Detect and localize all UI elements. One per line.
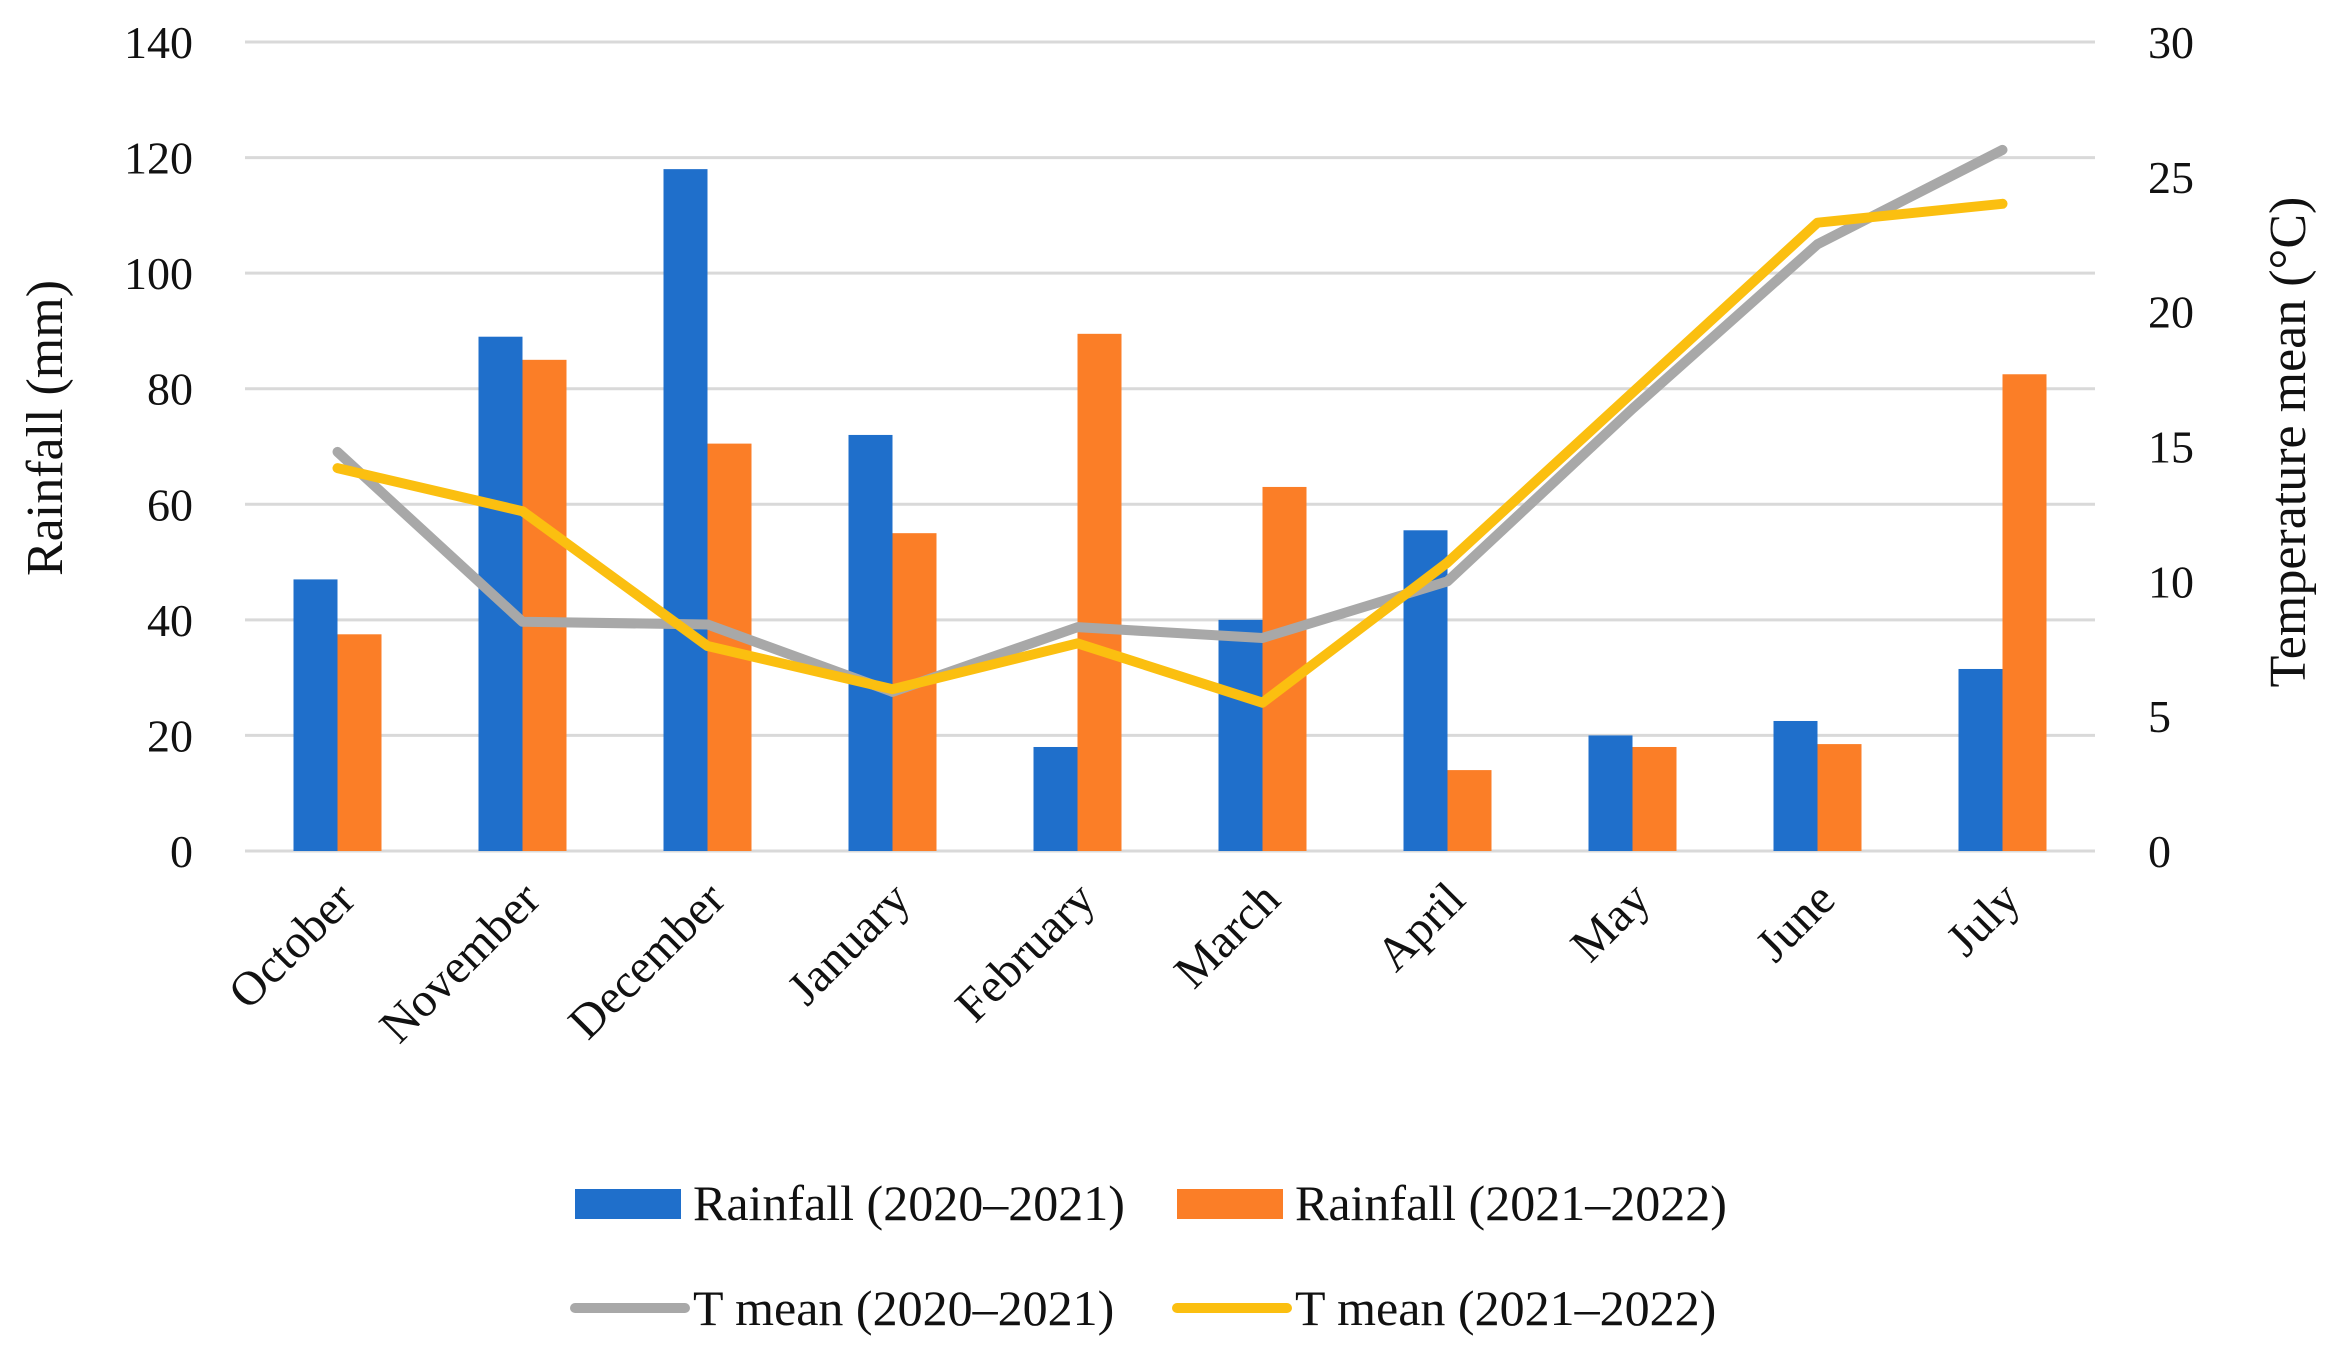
y-axis-right-title: Temperature mean (°C) <box>2260 197 2317 688</box>
y-right-tick-label: 0 <box>2148 826 2171 877</box>
bar <box>1033 746 1078 851</box>
x-tick-label: March <box>1164 872 1290 998</box>
x-tick-label: January <box>777 872 920 1015</box>
y-right-tick-label: 10 <box>2148 556 2194 607</box>
bar <box>1632 746 1677 851</box>
y-left-tick-label: 100 <box>124 248 193 299</box>
y-left-tick-label: 60 <box>147 479 193 530</box>
x-tick-label: November <box>370 872 551 1053</box>
x-tick-label: May <box>1561 872 1661 972</box>
y-left-tick-label: 120 <box>124 133 193 184</box>
legend-label: Rainfall (2021–2022) <box>1295 1175 1727 1231</box>
bar <box>663 169 708 852</box>
bar <box>337 634 382 851</box>
legend-label: Rainfall (2020–2021) <box>693 1175 1125 1231</box>
bar <box>1817 744 1862 851</box>
y-axis-left-title: Rainfall (mm) <box>17 280 74 576</box>
y-left-tick-label: 0 <box>170 826 193 877</box>
legend-label: T mean (2021–2022) <box>1295 1280 1716 1336</box>
bar <box>293 579 338 851</box>
bar <box>522 359 567 851</box>
bar <box>1588 735 1633 851</box>
y-axis-right-ticks: 0 5 10 15 20 25 30 <box>2148 17 2194 877</box>
y-left-tick-label: 20 <box>147 710 193 761</box>
x-tick-label: February <box>945 872 1105 1032</box>
series-lines <box>332 144 2008 708</box>
bar <box>1773 720 1818 851</box>
y-axis-left-ticks: 0 20 40 60 80 100 120 140 <box>124 17 193 877</box>
series-line <box>332 198 2008 708</box>
series-line <box>332 144 2008 697</box>
bars <box>293 169 2047 852</box>
bar <box>2002 374 2047 851</box>
legend: Rainfall (2020–2021) Rainfall (2021–2022)… <box>570 1175 1727 1336</box>
y-left-tick-label: 80 <box>147 364 193 415</box>
y-right-tick-label: 30 <box>2148 17 2194 68</box>
legend-label: T mean (2020–2021) <box>693 1280 1114 1336</box>
y-left-tick-label: 40 <box>147 595 193 646</box>
bar <box>1958 668 2003 851</box>
bar <box>848 434 893 851</box>
x-tick-label: December <box>558 872 735 1049</box>
y-right-tick-label: 25 <box>2148 152 2194 203</box>
legend-swatch <box>575 1189 681 1219</box>
y-right-tick-label: 5 <box>2148 691 2171 742</box>
x-tick-label: June <box>1746 872 1846 972</box>
y-right-tick-label: 20 <box>2148 287 2194 338</box>
x-axis-ticks: October November December January February Ma… <box>218 872 2030 1053</box>
bar <box>1447 770 1492 851</box>
y-right-tick-label: 15 <box>2148 422 2194 473</box>
y-left-tick-label: 140 <box>124 17 193 68</box>
x-tick-label: October <box>218 872 365 1019</box>
x-tick-label: April <box>1366 872 1475 981</box>
legend-swatch <box>1177 1189 1283 1219</box>
bar <box>1077 333 1122 851</box>
x-tick-label: July <box>1936 872 2030 966</box>
bar <box>1218 619 1263 851</box>
